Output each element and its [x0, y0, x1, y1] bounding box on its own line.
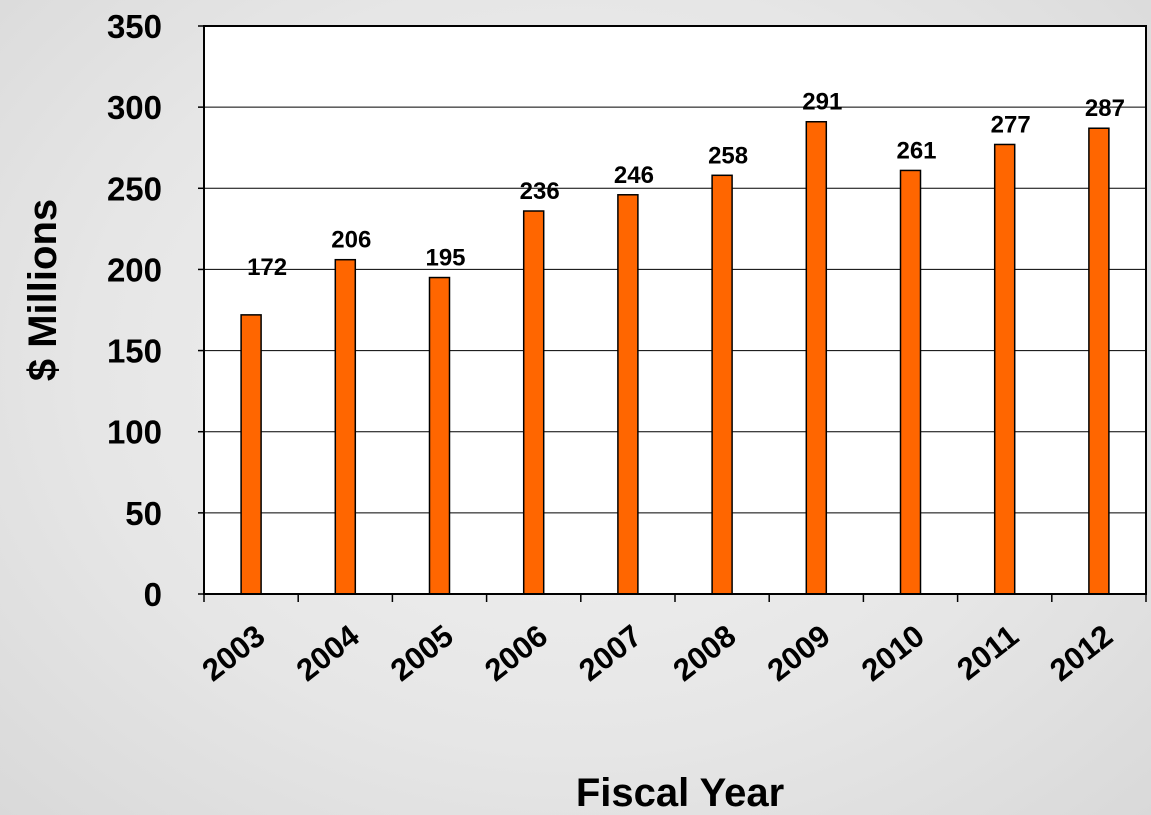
- x-tick-label: 2011: [950, 618, 1025, 687]
- x-tick-label: 2007: [572, 618, 648, 688]
- x-axis-title: Fiscal Year: [576, 771, 784, 815]
- bar: [899, 169, 922, 595]
- data-label: 195: [425, 245, 465, 272]
- data-label: 246: [614, 162, 654, 189]
- x-tick-label: 2008: [667, 618, 743, 688]
- data-labels: 172 206 195 236 246 258 291 261 277 287: [247, 89, 1125, 281]
- bar: [1088, 127, 1110, 595]
- y-tick-label: 200: [107, 251, 162, 288]
- bar: [711, 174, 733, 595]
- data-label: 236: [520, 178, 560, 205]
- x-tick-label: 2012: [1043, 618, 1119, 688]
- bar: [334, 258, 357, 595]
- y-tick-label: 350: [107, 8, 162, 45]
- x-tick-label: 2006: [478, 618, 554, 688]
- y-tick-label: 150: [107, 333, 162, 370]
- plot-area: [204, 26, 1146, 594]
- x-tick-label: 2004: [290, 617, 366, 688]
- gridlines: [204, 106, 1146, 514]
- data-label: 277: [991, 111, 1031, 138]
- y-axis-ticks: 0 50 100 150 200 250 300 350: [107, 8, 204, 613]
- bar: [240, 314, 262, 595]
- x-tick-label: 2010: [855, 618, 931, 688]
- data-label: 287: [1085, 95, 1125, 122]
- bar: [428, 276, 451, 595]
- y-tick-label: 300: [107, 89, 162, 126]
- bar: [617, 194, 639, 595]
- y-axis-title: $ Millions: [21, 199, 65, 381]
- x-tick-label: 2005: [384, 618, 460, 688]
- x-axis-ticks: 2003 2004 2005 2006 2007 2008 2009 2010 2011 2012: [196, 594, 1147, 688]
- data-label: 258: [708, 142, 748, 169]
- data-label: 261: [896, 137, 936, 164]
- y-tick-label: 100: [107, 414, 162, 451]
- data-label: 172: [247, 254, 287, 281]
- bar: [522, 210, 545, 595]
- data-label: 206: [331, 227, 371, 254]
- y-tick-label: 250: [107, 170, 162, 207]
- x-tick-label: 2003: [196, 618, 272, 688]
- y-tick-label: 50: [125, 495, 162, 532]
- data-label: 291: [802, 89, 842, 116]
- y-tick-label: 0: [144, 576, 162, 613]
- x-tick-label: 2009: [761, 618, 837, 688]
- bar: [805, 120, 828, 595]
- bar: [993, 143, 1016, 595]
